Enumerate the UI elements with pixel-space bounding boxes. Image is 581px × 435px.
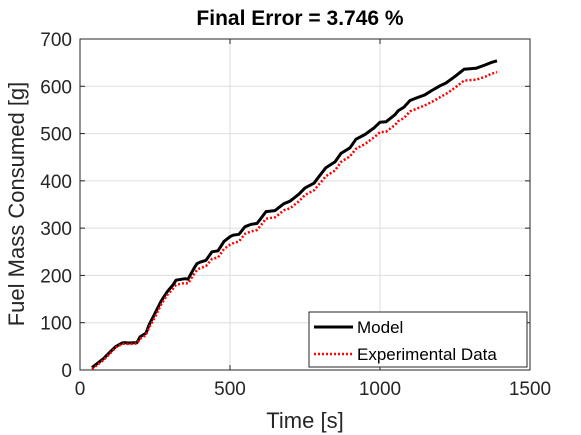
y-tick-label: 500 [40,125,72,146]
y-tick-label: 400 [40,172,72,193]
series-line-experimental-data [91,70,498,371]
series-layer [91,59,498,371]
x-tick-label: 0 [75,379,86,400]
legend: Model Experimental Data [308,311,528,368]
y-tick-label: 600 [40,77,72,98]
legend-box [308,311,528,368]
y-tick-label: 0 [61,361,72,382]
plot-frame [79,38,531,371]
ticks: 0 500 1000 1500 0 100 200 300 400 500 600 700 [40,30,551,400]
x-tick-label: 1000 [359,379,401,400]
grid [80,39,530,370]
legend-label-experimental: Experimental Data [357,345,497,364]
chart-title: Final Error = 3.746 % [196,7,404,30]
y-tick-label: 100 [40,314,72,335]
y-tick-label: 200 [40,266,72,287]
series-line-model [91,59,498,369]
x-tick-label: 1500 [509,379,551,400]
y-tick-label: 300 [40,219,72,240]
y-tick-label: 700 [40,30,72,51]
y-axis-label: Fuel Mass Consumed [g] [4,82,29,327]
legend-label-model: Model [357,318,403,337]
x-tick-label: 500 [214,379,246,400]
x-axis-label: Time [s] [266,408,343,433]
